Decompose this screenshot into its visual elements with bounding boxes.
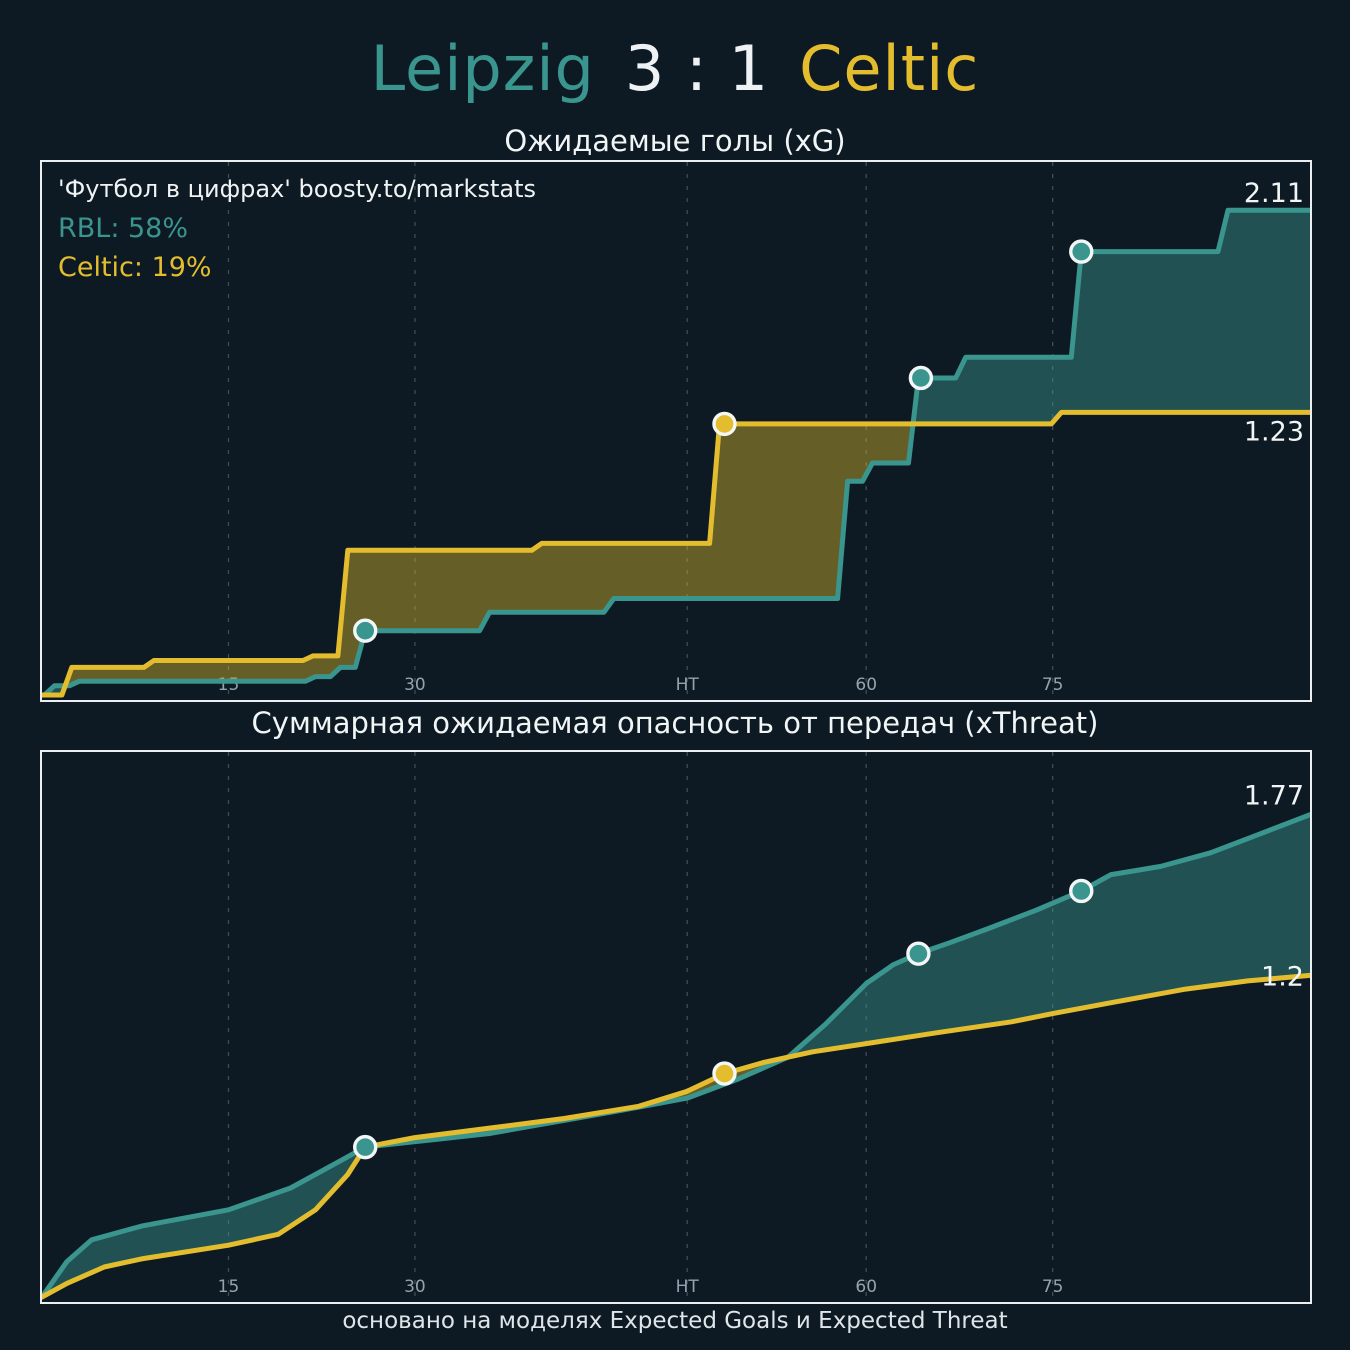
between-curves-fill — [788, 814, 1310, 1058]
goal-marker-leipzig — [908, 365, 934, 391]
goal-marker-leipzig — [906, 941, 931, 966]
xthreat-chart: 15 30 HT 60 75 1.77 1.2 — [42, 752, 1310, 1302]
goal-marker-leipzig — [353, 618, 378, 643]
xthreat-chart-panel: 15 30 HT 60 75 1.77 1.2 — [40, 750, 1312, 1304]
xg-chart: 15 30 HT 60 752.111.23 — [42, 162, 1310, 700]
home-team-name: Leipzig — [370, 31, 595, 105]
celtic-end-value: 1.2 — [1261, 961, 1304, 992]
celtic-line — [42, 409, 1310, 698]
goal-marker-celtic — [712, 1061, 737, 1086]
leipzig-line — [42, 207, 1310, 698]
x-tick-label: HT — [676, 675, 700, 695]
between-curves-fill — [65, 423, 913, 686]
x-tick-label: 15 — [218, 1277, 240, 1297]
leipzig-end-value: 1.77 — [1244, 781, 1304, 812]
x-tick-label: 60 — [855, 1277, 877, 1297]
goal-marker-celtic — [712, 411, 737, 437]
x-tick-label: 30 — [404, 675, 426, 695]
watermark-text: 'Футбол в цифрах' boosty.to/markstats — [58, 175, 536, 203]
footer-note: основано на моделях Expected Goals и Exp… — [342, 1308, 1008, 1334]
leipzig-end-value: 2.11 — [1244, 178, 1304, 209]
away-team-name: Celtic — [799, 31, 980, 105]
chart-annotations: 'Футбол в цифрах' boosty.to/markstats RB… — [58, 170, 536, 287]
home-probability: RBL: 58% — [58, 213, 189, 244]
match-scoreline: Leipzig 3 : 1 Celtic — [0, 26, 1350, 110]
celtic-end-value: 1.23 — [1244, 416, 1304, 447]
match-score: 3 : 1 — [624, 31, 770, 105]
between-curves-fill — [42, 1147, 365, 1297]
between-curves-fill — [913, 210, 1310, 424]
x-tick-label: HT — [676, 1277, 700, 1297]
goal-marker-leipzig — [353, 1134, 378, 1160]
xthreat-chart-title: Суммарная ожидаемая опасность от передач… — [251, 706, 1099, 740]
goal-marker-leipzig — [1069, 239, 1094, 264]
xg-chart-panel: 15 30 HT 60 75 2.11 1.23 — [40, 160, 1312, 702]
away-probability: Celtic: 19% — [58, 252, 212, 283]
xg-chart-title: Ожидаемые голы (xG) — [504, 124, 846, 158]
x-tick-label: 60 — [855, 675, 877, 695]
x-tick-label: 75 — [1042, 675, 1064, 695]
x-tick-label: 75 — [1042, 1277, 1064, 1297]
goal-marker-leipzig — [1069, 878, 1094, 904]
x-tick-label: 30 — [404, 1277, 426, 1297]
celtic-line — [42, 972, 1310, 1300]
